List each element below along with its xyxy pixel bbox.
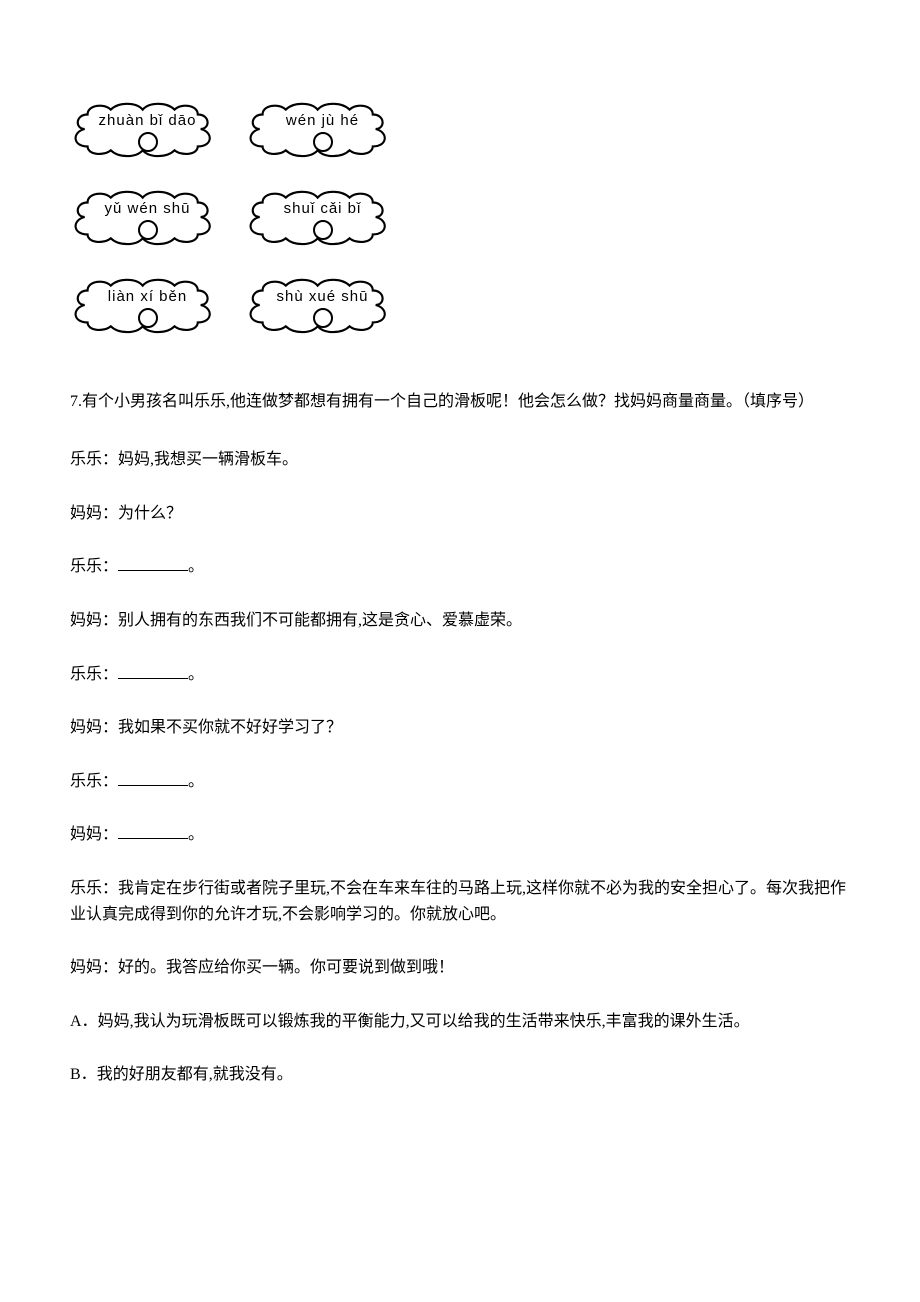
dialog-speaker: 乐乐： (70, 666, 118, 683)
dialog-line: 乐乐： 。 (70, 769, 850, 795)
cloud-pinyin: shù xué shū (245, 285, 400, 309)
cloud-item: yǔ wén shū (70, 188, 225, 246)
dialog-speaker: 乐乐： (70, 558, 118, 575)
option-label: A． (70, 1013, 98, 1030)
dialog-suffix: 。 (188, 666, 204, 683)
cloud-answer-circle (313, 220, 333, 240)
cloud-pinyin: shuǐ cǎi bǐ (245, 197, 400, 221)
dialog-speaker: 妈妈： (70, 505, 118, 522)
cloud-answer-circle (313, 132, 333, 152)
dialog-speaker: 乐乐： (70, 773, 118, 790)
dialog-text: 为什么？ (118, 505, 182, 522)
cloud-grid: zhuàn bǐ dāo wén jù hé yǔ wén shū shuǐ c… (70, 100, 850, 334)
dialog-speaker: 乐乐： (70, 451, 118, 468)
dialog-line: 妈妈：别人拥有的东西我们不可能都拥有,这是贪心、爱慕虚荣。 (70, 608, 850, 634)
option-text: 我的好朋友都有,就我没有。 (97, 1066, 293, 1083)
dialog-speaker: 妈妈： (70, 826, 118, 843)
cloud-pinyin: liàn xí běn (70, 285, 225, 309)
dialog-text: 好的。我答应给你买一辆。你可要说到做到哦！ (118, 959, 454, 976)
fill-blank (118, 663, 188, 679)
dialog-speaker: 妈妈： (70, 959, 118, 976)
option-label: B． (70, 1066, 97, 1083)
dialog-speaker: 乐乐： (70, 880, 118, 897)
option-item: B．我的好朋友都有,就我没有。 (70, 1062, 850, 1088)
dialog-line: 妈妈：好的。我答应给你买一辆。你可要说到做到哦！ (70, 955, 850, 981)
dialog-line: 乐乐：妈妈,我想买一辆滑板车。 (70, 447, 850, 473)
dialog-text: 别人拥有的东西我们不可能都拥有,这是贪心、爱慕虚荣。 (118, 612, 522, 629)
fill-blank (118, 555, 188, 571)
dialog-speaker: 妈妈： (70, 612, 118, 629)
dialog-suffix: 。 (188, 773, 204, 790)
cloud-pinyin: yǔ wén shū (70, 197, 225, 221)
option-item: A．妈妈,我认为玩滑板既可以锻炼我的平衡能力,又可以给我的生活带来快乐,丰富我的… (70, 1009, 850, 1035)
dialog-speaker: 妈妈： (70, 719, 118, 736)
cloud-item: liàn xí běn (70, 276, 225, 334)
fill-blank (118, 770, 188, 786)
cloud-item: shuǐ cǎi bǐ (245, 188, 400, 246)
dialog-text: 我如果不买你就不好好学习了？ (118, 719, 342, 736)
cloud-row: yǔ wén shū shuǐ cǎi bǐ (70, 188, 850, 246)
cloud-answer-circle (138, 220, 158, 240)
cloud-row: zhuàn bǐ dāo wén jù hé (70, 100, 850, 158)
cloud-pinyin: zhuàn bǐ dāo (70, 109, 225, 133)
cloud-answer-circle (313, 308, 333, 328)
dialog-line: 妈妈：为什么？ (70, 501, 850, 527)
dialog-suffix: 。 (188, 558, 204, 575)
fill-blank (118, 823, 188, 839)
cloud-pinyin: wén jù hé (245, 109, 400, 133)
cloud-row: liàn xí běn shù xué shū (70, 276, 850, 334)
cloud-item: zhuàn bǐ dāo (70, 100, 225, 158)
dialog-block: 乐乐：妈妈,我想买一辆滑板车。妈妈：为什么？乐乐：。妈妈：别人拥有的东西我们不可… (70, 447, 850, 981)
dialog-suffix: 。 (188, 826, 204, 843)
cloud-item: shù xué shū (245, 276, 400, 334)
options-block: A．妈妈,我认为玩滑板既可以锻炼我的平衡能力,又可以给我的生活带来快乐,丰富我的… (70, 1009, 850, 1088)
option-text: 妈妈,我认为玩滑板既可以锻炼我的平衡能力,又可以给我的生活带来快乐,丰富我的课外… (98, 1013, 750, 1030)
dialog-line: 乐乐：我肯定在步行街或者院子里玩,不会在车来车往的马路上玩,这样你就不必为我的安… (70, 876, 850, 927)
cloud-item: wén jù hé (245, 100, 400, 158)
dialog-line: 妈妈： 。 (70, 822, 850, 848)
dialog-line: 乐乐： 。 (70, 662, 850, 688)
cloud-answer-circle (138, 308, 158, 328)
dialog-line: 妈妈：我如果不买你就不好好学习了？ (70, 715, 850, 741)
dialog-text: 我肯定在步行街或者院子里玩,不会在车来车往的马路上玩,这样你就不必为我的安全担心… (70, 880, 846, 923)
dialog-line: 乐乐： 。 (70, 554, 850, 580)
cloud-answer-circle (138, 132, 158, 152)
dialog-text: 妈妈,我想买一辆滑板车。 (118, 451, 298, 468)
question-7-stem: 7.有个小男孩名叫乐乐,他连做梦都想有拥有一个自己的滑板呢！他会怎么做？找妈妈商… (70, 384, 850, 419)
